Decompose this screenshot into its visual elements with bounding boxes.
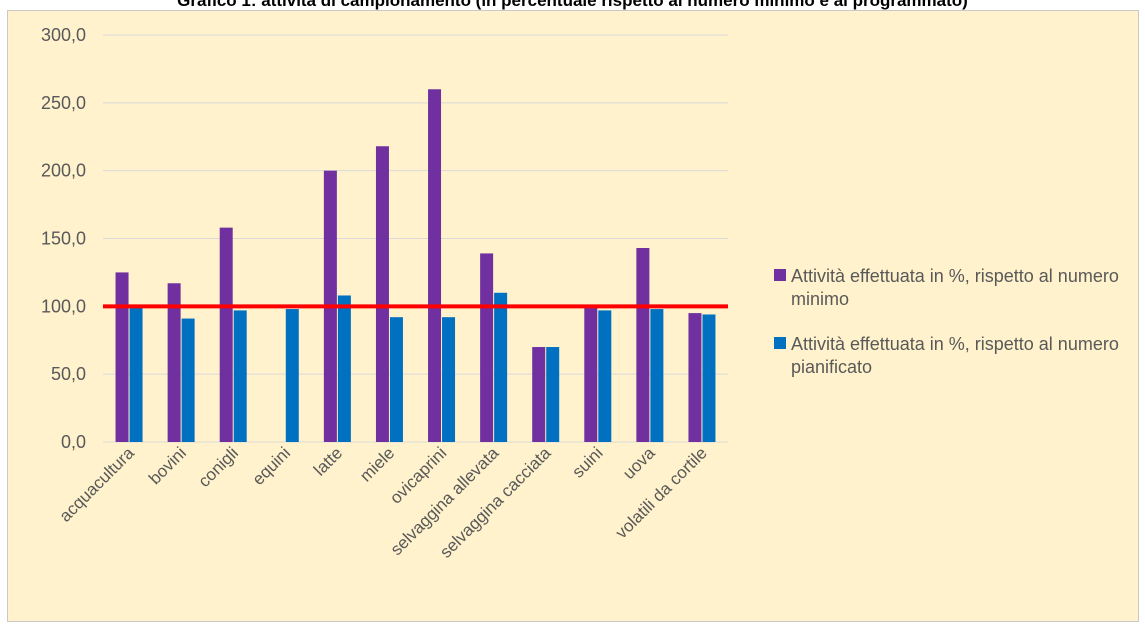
bar-planned [494,292,508,442]
bar-minimum [532,347,546,442]
x-category-label: equini [249,443,295,489]
legend-label: Attività effettuata in %, rispetto al nu… [791,266,1119,309]
bar-planned [129,306,143,442]
x-category-label: bovini [145,443,190,488]
bar-minimum [167,283,181,442]
bar-planned [702,314,716,442]
y-tick-label: 100,0 [41,296,86,316]
x-category-label: conigli [195,443,243,491]
bar-planned [389,317,403,442]
legend-label: Attività effettuata in %, rispetto al nu… [791,334,1119,377]
y-tick-label: 0,0 [61,432,86,452]
legend-swatch [774,269,786,281]
y-tick-label: 300,0 [41,25,86,45]
legend-swatch [774,337,786,349]
bar-minimum [219,227,233,442]
chart-plot: 0,0 50,0 100,0 150,0 200,0 250,0 300,0 acquacul… [41,25,728,562]
x-category-label: acquacultura [56,443,139,526]
legend-item: Attività effettuata in %, rispetto al nu… [774,265,1144,311]
bar-minimum [636,247,650,442]
bar-planned [546,347,560,442]
bar-planned [181,318,195,442]
bar-minimum [688,313,702,442]
x-category-label: latte [310,443,346,479]
bar-minimum [480,253,494,442]
bar-planned [337,295,351,442]
x-category-label: uova [619,443,659,483]
chart-area: 0,0 50,0 100,0 150,0 200,0 250,0 300,0 acquacul… [7,10,1139,622]
bar-planned [442,317,456,442]
x-category-label: volatili da cortile [612,443,711,542]
bar-planned [285,309,299,442]
bar-minimum [375,146,389,442]
bar-planned [598,310,612,442]
legend-item: Attività effettuata in %, rispetto al nu… [774,333,1144,379]
y-tick-label: 150,0 [41,229,86,249]
y-tick-label: 50,0 [51,364,86,384]
page-title: Grafico 1: attività di campionamento (in… [177,0,968,10]
y-tick-label: 200,0 [41,161,86,181]
chart-legend: Attività effettuata in %, rispetto al nu… [774,265,1144,401]
bar-minimum [584,304,598,442]
x-category-label: miele [356,443,398,485]
x-category-label: suini [568,443,606,481]
bar-planned [233,310,247,442]
y-tick-label: 250,0 [41,93,86,113]
bar-minimum [115,272,129,442]
bar-minimum [428,89,442,443]
bar-planned [650,309,664,442]
